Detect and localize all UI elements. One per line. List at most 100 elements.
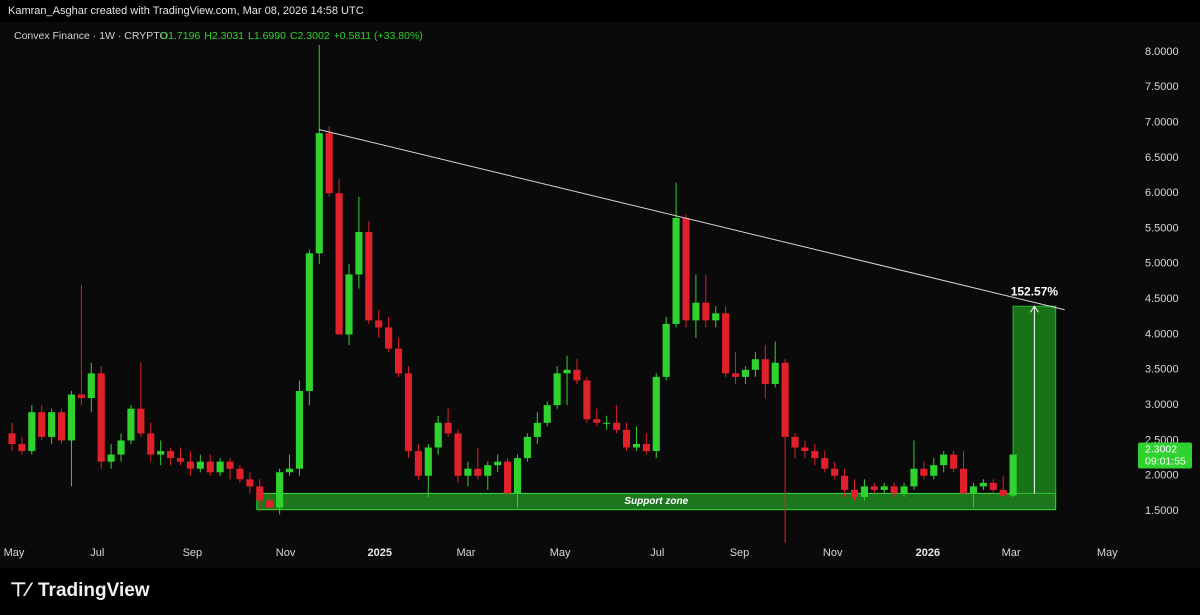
credit: Kamran_Asghar created with TradingView.c… (8, 5, 364, 17)
candle-body (821, 458, 829, 469)
y-tick-label: 5.5000 (1145, 222, 1179, 234)
candle-body (642, 443, 650, 452)
candle-body (216, 461, 224, 473)
candle-body (573, 369, 581, 381)
measure-arrowhead (1029, 305, 1039, 313)
candle-body (652, 376, 660, 452)
x-tick-label: May (550, 547, 571, 559)
candle-body (444, 422, 452, 434)
ohlc-legend: O1.7196 H2.3031 L1.6990 C2.3002 +0.5811 (+33… (160, 30, 423, 42)
candle-body (504, 461, 512, 494)
candle-body (553, 373, 561, 406)
candle-body (474, 468, 482, 476)
candle-body (563, 369, 571, 374)
candle-body (731, 373, 740, 377)
candle-body (97, 373, 105, 462)
candle-body (167, 451, 175, 459)
y-tick-label: 3.0000 (1145, 399, 1179, 411)
candle-body (613, 422, 621, 430)
brand: TradingView (38, 580, 150, 601)
candle-body (226, 461, 234, 469)
candle-body (414, 451, 422, 476)
candle-body (930, 465, 938, 476)
candle-body (850, 489, 859, 497)
candle-body (771, 362, 779, 384)
candle-body (246, 479, 254, 487)
candle-body (692, 302, 700, 321)
support-zone (256, 492, 1057, 511)
candle-body (57, 412, 66, 441)
candle-body (979, 482, 987, 487)
candle-body (8, 433, 16, 444)
y-tick-label: 1.5000 (1145, 505, 1179, 517)
candle-body (454, 433, 462, 476)
last-price-box (1138, 442, 1192, 469)
candle-body (920, 468, 928, 476)
x-tick-label: May (1097, 547, 1118, 559)
candle-body (315, 133, 323, 254)
candle-body (880, 486, 888, 490)
candle-body (28, 412, 36, 452)
x-tick-label: Sep (183, 547, 203, 559)
candle-body (266, 500, 274, 508)
candle-body (1009, 454, 1017, 496)
ohlc-value: +0.5811 (+33.80%) (334, 30, 423, 42)
candle-body (117, 440, 125, 455)
candle-body (533, 422, 541, 437)
candle-body (295, 390, 304, 469)
candle-body (345, 274, 353, 335)
x-tick-label: May (4, 547, 25, 559)
last-price: 2.3002 (1145, 443, 1177, 455)
candle-body (801, 447, 809, 452)
candle-body (87, 373, 95, 399)
candle-body (662, 323, 670, 377)
candle-body (543, 405, 551, 423)
symbol: Convex Finance · 1W · CRYPTO (14, 30, 168, 42)
y-tick-label: 2.0000 (1145, 470, 1179, 482)
candle-body (940, 454, 948, 466)
support-label: Support zone (624, 496, 688, 507)
trendline (319, 129, 1065, 311)
candle-body (841, 475, 849, 490)
candle-body (38, 412, 46, 437)
y-tick-label: 6.0000 (1145, 187, 1179, 199)
candle-body (464, 468, 472, 476)
y-tick-label: 6.5000 (1145, 152, 1179, 164)
candle-body (672, 217, 680, 324)
candle-body (950, 454, 958, 469)
candle-body (632, 443, 641, 448)
candle-body (404, 373, 413, 452)
candle-body (969, 486, 978, 494)
x-tick-label: Nov (823, 547, 843, 559)
candle-body (67, 394, 76, 441)
candle-body (484, 465, 492, 476)
y-tick-label: 5.0000 (1145, 258, 1179, 270)
candle-body (781, 362, 789, 437)
candle-body (157, 451, 165, 455)
candle-body (811, 451, 819, 459)
x-tick-label: Mar (456, 547, 475, 559)
y-tick-label: 3.5000 (1145, 364, 1179, 376)
ohlc-value: H2.3031 (204, 30, 244, 42)
x-tick-label: 2025 (367, 547, 391, 559)
candle-body (603, 422, 611, 424)
ohlc-value: O1.7196 (160, 30, 200, 42)
candle-body (196, 461, 204, 469)
candle-body (206, 461, 214, 473)
y-tick-label: 7.5000 (1145, 81, 1179, 93)
candle-body (682, 217, 690, 321)
countdown: 09:01:55 (1145, 455, 1186, 467)
candle-body (741, 369, 750, 377)
candle-body (285, 468, 294, 473)
candle-body (523, 436, 531, 459)
candle-body (712, 313, 720, 321)
top-bar (0, 0, 1200, 22)
candle-body (989, 482, 997, 490)
y-tick-label: 4.0000 (1145, 328, 1179, 340)
candle-body (236, 468, 244, 480)
candle-body (385, 327, 393, 349)
candle-body (791, 436, 799, 448)
candle-body (365, 232, 373, 321)
